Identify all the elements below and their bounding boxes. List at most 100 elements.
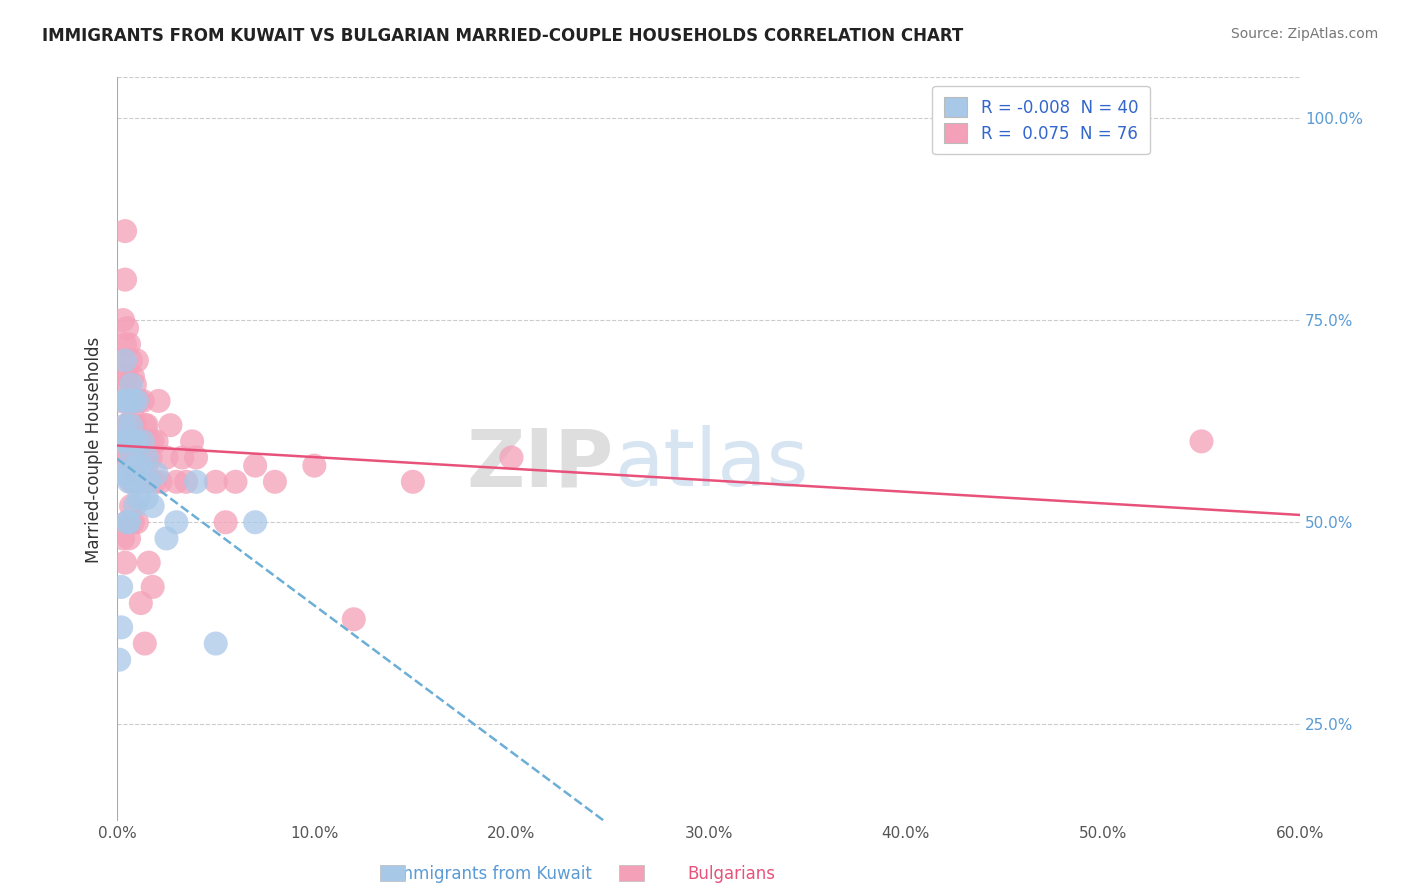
Point — [132, 450, 155, 465]
Point — [124, 475, 146, 489]
Point — [124, 418, 146, 433]
Point — [118, 532, 141, 546]
Point — [132, 393, 155, 408]
Point — [114, 353, 136, 368]
Point — [110, 580, 132, 594]
Point — [120, 450, 142, 465]
Point — [129, 596, 152, 610]
Point — [114, 337, 136, 351]
Point — [142, 580, 165, 594]
Point — [122, 410, 145, 425]
Point — [172, 450, 194, 465]
Point — [112, 353, 135, 368]
Point — [138, 434, 160, 449]
Point — [134, 418, 156, 433]
Point — [114, 556, 136, 570]
Point — [149, 475, 172, 489]
Point — [139, 450, 162, 465]
Point — [184, 475, 207, 489]
Point — [143, 475, 166, 489]
Point — [124, 458, 146, 473]
Point — [115, 515, 138, 529]
Point — [115, 418, 138, 433]
Point — [115, 393, 138, 408]
Point — [120, 353, 142, 368]
Y-axis label: Married-couple Households: Married-couple Households — [86, 336, 103, 563]
Point — [165, 475, 187, 489]
Point — [125, 393, 148, 408]
Point — [110, 393, 132, 408]
Point — [125, 515, 148, 529]
Point — [204, 636, 226, 650]
Text: Source: ZipAtlas.com: Source: ZipAtlas.com — [1230, 27, 1378, 41]
Point — [134, 636, 156, 650]
Point — [114, 272, 136, 286]
Point — [112, 393, 135, 408]
Point — [115, 515, 138, 529]
Point — [122, 475, 145, 489]
Point — [129, 434, 152, 449]
Point — [125, 434, 148, 449]
Point — [112, 532, 135, 546]
Point — [402, 475, 425, 489]
Point — [118, 337, 141, 351]
Point — [148, 393, 170, 408]
Point — [138, 475, 160, 489]
Point — [135, 450, 157, 465]
Point — [214, 515, 236, 529]
Point — [110, 434, 132, 449]
Point — [204, 475, 226, 489]
Point — [110, 620, 132, 634]
Text: ZIP: ZIP — [467, 425, 614, 503]
Point — [122, 393, 145, 408]
Point — [501, 450, 523, 465]
Point — [124, 499, 146, 513]
Point — [264, 475, 287, 489]
Point — [122, 515, 145, 529]
Point — [243, 515, 266, 529]
Point — [120, 393, 142, 408]
Point — [115, 434, 138, 449]
Point — [155, 532, 177, 546]
Point — [124, 458, 146, 473]
Point — [128, 434, 150, 449]
Point — [125, 475, 148, 489]
Point — [343, 612, 366, 626]
Point — [129, 475, 152, 489]
Point — [138, 556, 160, 570]
Point — [118, 434, 141, 449]
Point — [145, 467, 167, 481]
Point — [112, 467, 135, 481]
Point — [120, 499, 142, 513]
Point — [128, 393, 150, 408]
Point — [120, 475, 142, 489]
Point — [118, 418, 141, 433]
Point — [1191, 434, 1213, 449]
Point — [125, 475, 148, 489]
Point — [159, 418, 181, 433]
Point — [115, 450, 138, 465]
Point — [135, 491, 157, 505]
Point — [165, 515, 187, 529]
Point — [122, 434, 145, 449]
Point — [125, 393, 148, 408]
Point — [120, 434, 142, 449]
Point — [174, 475, 197, 489]
Point — [135, 418, 157, 433]
Point — [125, 353, 148, 368]
Point — [114, 418, 136, 433]
Point — [181, 434, 204, 449]
Point — [112, 369, 135, 384]
Point — [122, 369, 145, 384]
Point — [243, 458, 266, 473]
Point — [304, 458, 326, 473]
Point — [115, 467, 138, 481]
Point — [128, 491, 150, 505]
Point — [115, 321, 138, 335]
Point — [129, 458, 152, 473]
Legend: R = -0.008  N = 40, R =  0.075  N = 76: R = -0.008 N = 40, R = 0.075 N = 76 — [932, 86, 1150, 154]
Text: atlas: atlas — [614, 425, 808, 503]
Point — [112, 313, 135, 327]
Point — [114, 224, 136, 238]
Text: Bulgarians: Bulgarians — [688, 865, 775, 883]
